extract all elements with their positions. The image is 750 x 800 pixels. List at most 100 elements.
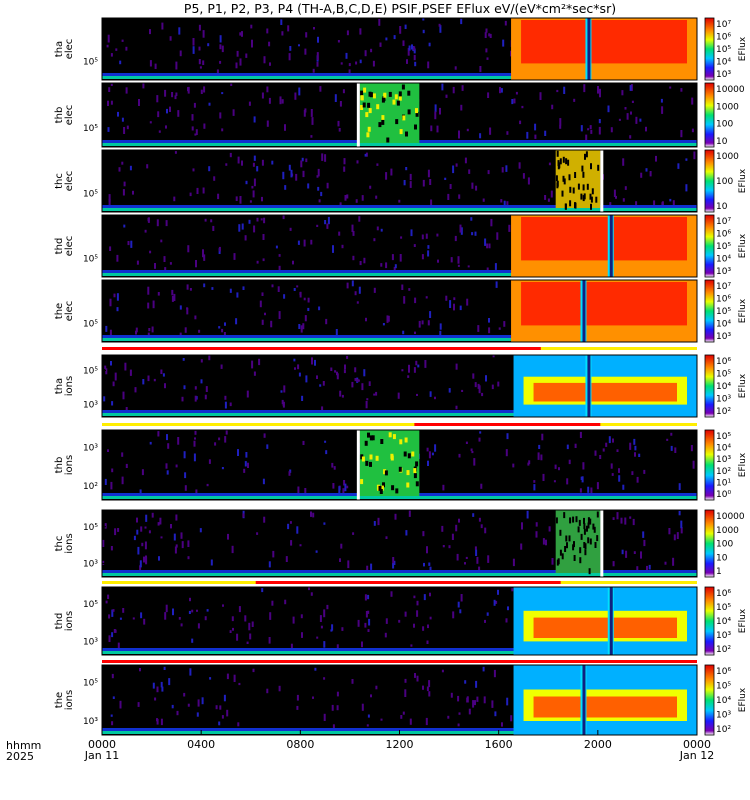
noise-pixel: [409, 181, 412, 188]
noise-pixel: [465, 441, 468, 444]
noise-pixel: [116, 293, 119, 301]
noise-pixel: [157, 292, 160, 296]
noise-pixel: [281, 31, 284, 36]
noise-pixel: [653, 200, 656, 208]
noise-pixel: [167, 443, 170, 449]
noise-pixel: [361, 383, 364, 391]
noise-pixel: [261, 292, 264, 296]
burst-pixel: [413, 468, 417, 474]
noise-pixel: [288, 164, 291, 171]
noise-pixel: [236, 633, 239, 641]
noise-pixel: [547, 198, 550, 202]
burst-pixel: [376, 104, 380, 110]
noise-pixel: [338, 128, 341, 132]
noise-pixel: [159, 517, 162, 525]
noise-pixel: [676, 532, 679, 539]
noise-pixel: [422, 29, 425, 34]
noise-pixel: [488, 243, 491, 249]
noise-pixel: [122, 608, 125, 613]
colorbar-tick-label: 100: [716, 177, 733, 187]
noise-pixel: [157, 111, 160, 118]
burst-pixel: [378, 485, 382, 491]
noise-pixel: [173, 533, 176, 541]
colorbar-label: EFlux: [738, 608, 748, 633]
noise-pixel: [484, 619, 486, 623]
noise-pixel: [334, 370, 337, 373]
noise-pixel: [519, 120, 522, 125]
noise-pixel: [554, 464, 557, 469]
noise-pixel: [223, 694, 226, 702]
noise-pixel: [312, 512, 315, 518]
panel-label-species: ions: [64, 455, 75, 475]
noise-pixel: [361, 195, 364, 201]
noise-pixel: [261, 319, 264, 325]
noise-pixel: [103, 396, 106, 402]
noise-pixel: [206, 483, 209, 487]
y-tick-label: 10⁵: [83, 189, 98, 199]
noise-pixel: [292, 616, 295, 624]
low-energy-band: [102, 335, 697, 339]
noise-pixel: [219, 60, 222, 64]
noise-pixel: [630, 111, 632, 115]
noise-pixel: [110, 83, 113, 86]
x-tick-date: Jan 12: [679, 749, 714, 762]
noise-pixel: [162, 373, 165, 377]
noise-pixel: [691, 128, 694, 133]
noise-pixel: [262, 258, 265, 262]
noise-pixel: [489, 33, 492, 38]
noise-pixel: [680, 130, 683, 138]
noise-pixel: [611, 473, 614, 476]
noise-pixel: [414, 61, 417, 67]
noise-pixel: [248, 219, 251, 224]
noise-pixel: [186, 284, 189, 290]
noise-pixel: [196, 187, 199, 194]
noise-pixel: [669, 86, 672, 89]
noise-pixel: [293, 358, 296, 362]
noise-pixel: [307, 307, 310, 311]
noise-pixel: [341, 394, 344, 398]
noise-pixel: [293, 288, 296, 291]
noise-pixel: [538, 444, 541, 449]
noise-pixel: [324, 440, 327, 443]
noise-pixel: [271, 284, 274, 288]
noise-pixel: [639, 118, 642, 122]
noise-pixel: [599, 89, 601, 98]
burst-pixel: [384, 470, 388, 476]
noise-pixel: [194, 437, 196, 440]
burst-pixel: [398, 95, 402, 101]
burst-pixel: [573, 541, 575, 548]
noise-pixel: [218, 326, 221, 329]
noise-pixel: [434, 444, 437, 452]
noise-pixel: [224, 322, 226, 326]
noise-pixel: [195, 260, 197, 268]
colorbar-tick-label: 10⁵: [716, 432, 731, 442]
panel-thc-ions: thc ions 10⁵ 10³ 10000 1000 100 10 1: [54, 509, 745, 584]
plasma-core: [521, 20, 687, 64]
noise-pixel: [455, 363, 458, 370]
noise-pixel: [505, 449, 508, 457]
noise-pixel: [428, 451, 431, 459]
y-tick-label: 10⁵: [83, 367, 98, 377]
noise-pixel: [460, 594, 463, 602]
noise-pixel: [428, 42, 431, 47]
noise-pixel: [107, 127, 110, 132]
noise-pixel: [429, 566, 432, 571]
panel-frame: [101, 17, 698, 81]
noise-pixel: [630, 84, 633, 91]
noise-pixel: [668, 528, 671, 535]
noise-pixel: [413, 367, 416, 373]
noise-pixel: [178, 617, 181, 620]
noise-pixel: [221, 467, 224, 470]
noise-pixel: [124, 362, 127, 371]
noise-pixel: [280, 390, 283, 393]
noise-pixel: [303, 110, 306, 117]
noise-pixel: [266, 28, 269, 34]
noise-pixel: [182, 358, 185, 361]
noise-pixel: [290, 643, 293, 649]
noise-pixel: [221, 45, 224, 53]
noise-pixel: [405, 530, 408, 536]
noise-pixel: [194, 133, 197, 136]
noise-pixel: [177, 110, 180, 117]
noise-pixel: [239, 58, 242, 66]
noise-pixel: [284, 599, 287, 605]
